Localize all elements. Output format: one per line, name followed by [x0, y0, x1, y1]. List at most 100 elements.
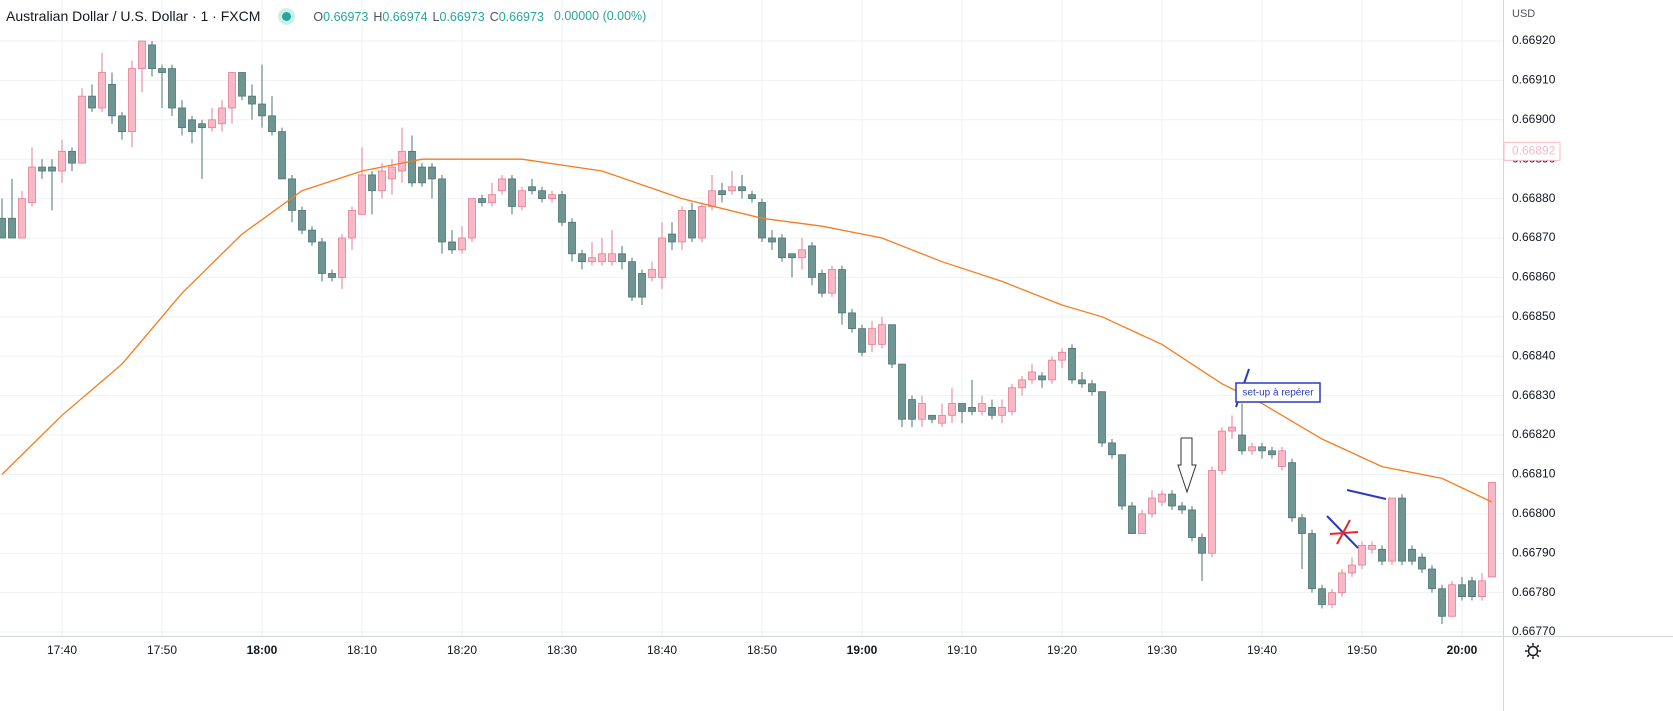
candle-body: [78, 95, 86, 164]
candle-body: [1318, 588, 1326, 605]
candle-body: [1378, 548, 1386, 562]
candle-body: [1358, 544, 1366, 566]
candle-body: [98, 72, 106, 109]
candle-body: [558, 194, 566, 223]
candle-body: [1038, 375, 1046, 381]
candle-body: [408, 150, 416, 184]
ohlc-key: H: [373, 10, 383, 24]
candle-body: [498, 178, 506, 192]
candle-body: [1468, 580, 1476, 597]
candle-body: [868, 328, 876, 345]
y-tick-label: 0.66800: [1512, 506, 1556, 520]
candle-body: [628, 261, 636, 298]
candle-body: [728, 186, 736, 192]
candle-body: [158, 68, 166, 73]
candle-body: [188, 119, 196, 133]
candle-body: [848, 312, 856, 330]
candle-body: [618, 253, 626, 263]
symbol-title: Australian Dollar / U.S. Dollar · 1 · FX…: [6, 8, 261, 24]
candle-body: [598, 253, 606, 263]
candle-body: [1328, 592, 1336, 605]
candle-body: [138, 40, 146, 69]
legend-header: Australian Dollar / U.S. Dollar · 1 · FX…: [6, 8, 646, 24]
candle-body: [8, 217, 16, 239]
candle-body: [608, 253, 616, 263]
candle-body: [358, 174, 366, 215]
candle-body: [1298, 517, 1306, 534]
drawings: set-up à repérer: [1177, 368, 1387, 549]
candle-body: [328, 273, 336, 278]
candle-body: [168, 68, 176, 109]
change-value: 0.00000 (0.00%): [553, 9, 647, 23]
candle-body: [508, 178, 516, 207]
candle-body: [448, 241, 456, 251]
candle-body: [1408, 548, 1416, 562]
candle-body: [1088, 383, 1096, 393]
ohlc-key: O: [313, 10, 324, 24]
candle-body: [708, 190, 716, 207]
candle-body: [1448, 584, 1456, 617]
candle-body: [1008, 387, 1016, 412]
candle-body: [768, 237, 776, 243]
x-tick-label: 19:00: [847, 643, 878, 657]
candle-body: [1348, 564, 1356, 574]
candle-body: [1418, 556, 1426, 570]
candle-body: [918, 403, 926, 420]
candle-body: [778, 237, 786, 259]
candle-body: [1248, 446, 1256, 452]
candle-body: [1178, 505, 1186, 511]
candle-body: [298, 210, 306, 231]
ohlc-key: L: [432, 10, 440, 24]
x-tick-label: 19:30: [1147, 643, 1177, 657]
arrow-drawing: [1177, 437, 1197, 494]
candle-body: [318, 241, 326, 274]
candle-body: [268, 115, 276, 133]
y-tick-label: 0.66900: [1512, 112, 1556, 126]
candle-body: [18, 198, 26, 239]
candle-body: [1028, 371, 1036, 381]
status-dot: [282, 11, 292, 21]
candle-body: [898, 363, 906, 420]
candle-body: [698, 206, 706, 239]
candle-body: [48, 166, 56, 172]
candle-body: [1488, 481, 1496, 578]
candle-body: [548, 194, 556, 200]
candle-body: [118, 115, 126, 133]
axes: 0.66770 0.66780 0.66790 0.66800 0.66810 0.668…: [47, 33, 1561, 657]
candle-body: [1278, 450, 1286, 467]
candle-body: [28, 166, 36, 203]
candle-body: [748, 194, 756, 200]
x-tick-label: 18:00: [247, 643, 278, 657]
y-tick-label: 0.66910: [1512, 73, 1556, 87]
settings-icon[interactable]: [1525, 643, 1541, 659]
candle-body: [228, 72, 236, 109]
candle-body: [788, 253, 796, 259]
y-tick-label: 0.66770: [1512, 624, 1556, 638]
candle-body: [438, 178, 446, 243]
ohlc-value: 0.66973: [439, 10, 485, 24]
candle-body: [958, 403, 966, 412]
candle-body: [538, 190, 546, 200]
candle-body: [818, 273, 826, 294]
candle-body: [738, 186, 746, 192]
candle-body: [518, 190, 526, 207]
candle-body: [278, 131, 286, 180]
x-tick-label: 18:30: [547, 643, 577, 657]
candle-body: [0, 217, 6, 239]
y-tick-label: 0.66820: [1512, 427, 1556, 441]
candle-body: [798, 249, 806, 259]
candle-body: [1478, 580, 1486, 597]
x-tick-label: 18:20: [447, 643, 477, 657]
candles: [0, 40, 1496, 625]
y-tick-label: 0.66840: [1512, 348, 1556, 362]
candle-body: [1368, 544, 1376, 550]
candle-body: [1198, 537, 1206, 554]
candle-body: [1138, 513, 1146, 534]
candle-body: [478, 198, 486, 203]
x-tick-label: 20:00: [1447, 643, 1478, 657]
candle-body: [128, 68, 136, 133]
candle-body: [638, 273, 646, 298]
candle-body: [1148, 497, 1156, 515]
candle-body: [1288, 462, 1296, 519]
candle-body: [678, 210, 686, 243]
